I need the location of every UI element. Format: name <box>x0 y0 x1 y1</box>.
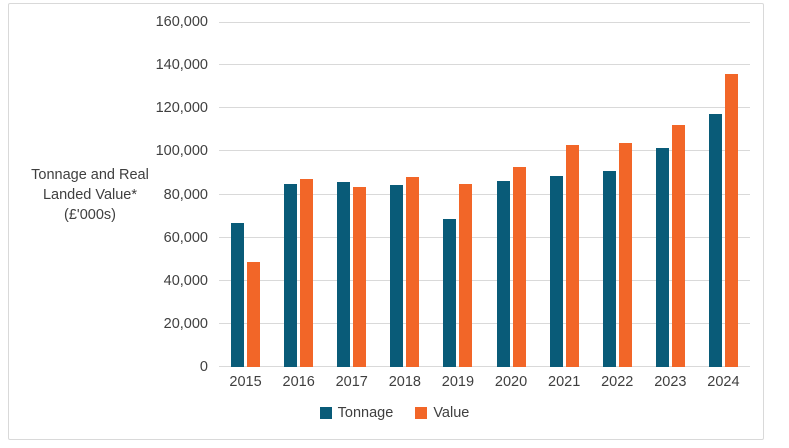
y-axis-title-line-1: Tonnage and Real <box>31 167 149 183</box>
gridline-20000 <box>219 322 750 324</box>
gridline-140000 <box>219 64 750 66</box>
y-axis-title: Tonnage and Real Landed Value* (£'000s) <box>10 165 170 225</box>
bar-group-2015 <box>231 222 261 367</box>
legend-item-tonnage: Tonnage <box>319 405 394 421</box>
y-tick-label-80000: 80,000 <box>163 186 208 203</box>
y-tick-label-0: 0 <box>199 359 208 375</box>
plot-area <box>219 22 750 367</box>
y-tick-label-40000: 40,000 <box>163 272 208 289</box>
y-tick-label-100000: 100,000 <box>155 143 208 160</box>
tonnage-swatch-icon <box>319 407 332 419</box>
gridline-100000 <box>219 150 750 152</box>
bar-tonnage-2020 <box>496 181 510 367</box>
gridline-60000 <box>219 236 750 238</box>
bar-group-2019 <box>443 183 473 367</box>
bar-value-2020 <box>512 166 526 367</box>
bar-value-2018 <box>406 176 420 367</box>
x-tick-label-2022: 2022 <box>601 374 634 390</box>
bar-tonnage-2021 <box>549 176 563 367</box>
bar-group-2018 <box>390 176 420 367</box>
x-tick-label-2019: 2019 <box>441 374 475 390</box>
bar-value-2021 <box>565 144 579 367</box>
y-axis-title-line-2: Landed Value* <box>42 187 138 203</box>
gridline-160000 <box>219 22 750 23</box>
bar-tonnage-2023 <box>655 148 669 367</box>
x-tick-label-2016: 2016 <box>282 374 315 390</box>
legend-label-value: Value <box>433 405 470 421</box>
legend: Tonnage Value <box>0 405 789 421</box>
bar-value-2023 <box>671 125 685 367</box>
y-tick-label-20000: 20,000 <box>163 315 208 332</box>
bar-tonnage-2016 <box>284 183 298 367</box>
bar-tonnage-2019 <box>443 218 457 367</box>
bar-group-2024 <box>708 74 738 367</box>
x-tick-label-2020: 2020 <box>494 374 528 390</box>
bar-group-2021 <box>549 144 579 367</box>
bar-group-2017 <box>337 181 367 367</box>
bar-tonnage-2024 <box>708 113 722 367</box>
bar-tonnage-2015 <box>231 222 245 367</box>
legend-item-value: Value <box>415 405 469 421</box>
bars-container <box>219 22 750 367</box>
legend-label-tonnage: Tonnage <box>337 405 394 421</box>
x-tick-label-2021: 2021 <box>548 374 581 390</box>
bar-group-2020 <box>496 166 526 367</box>
gridline-40000 <box>219 279 750 281</box>
y-tick-label-140000: 140,000 <box>155 57 208 74</box>
gridline-80000 <box>219 193 750 195</box>
bar-group-2022 <box>602 143 632 367</box>
x-tick-label-2017: 2017 <box>335 374 368 390</box>
y-tick-label-60000: 60,000 <box>163 229 208 246</box>
bar-value-2016 <box>300 178 314 367</box>
x-tick-label-2018: 2018 <box>388 374 421 390</box>
chart-border <box>8 3 764 440</box>
y-axis-title-line-3: (£'000s) <box>64 207 116 223</box>
bar-group-2016 <box>284 178 314 367</box>
bar-value-2019 <box>459 183 473 367</box>
bar-value-2017 <box>353 186 367 367</box>
x-tick-label-2024: 2024 <box>707 374 740 390</box>
gridline-0 <box>219 366 750 367</box>
x-tick-label-2023: 2023 <box>654 374 687 390</box>
y-tick-label-120000: 120,000 <box>155 100 208 117</box>
value-swatch-icon <box>415 407 428 419</box>
bar-tonnage-2022 <box>602 171 616 367</box>
bar-value-2024 <box>724 74 738 367</box>
y-tick-label-160000: 160,000 <box>155 14 208 30</box>
bar-group-2023 <box>655 125 685 367</box>
bar-tonnage-2017 <box>337 181 351 367</box>
bar-value-2015 <box>247 262 261 367</box>
bar-value-2022 <box>618 143 632 367</box>
bar-tonnage-2018 <box>390 184 404 367</box>
gridline-120000 <box>219 107 750 109</box>
x-tick-label-2015: 2015 <box>229 374 262 390</box>
